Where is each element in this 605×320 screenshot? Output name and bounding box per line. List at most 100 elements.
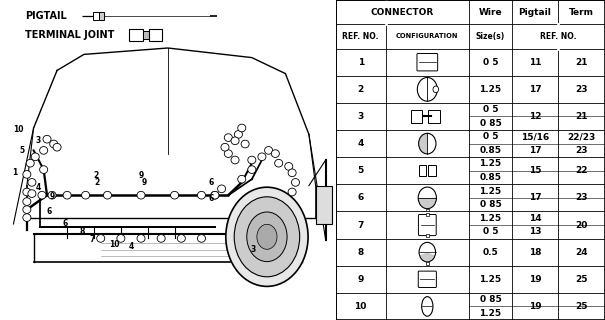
Circle shape (238, 175, 246, 183)
Text: 14: 14 (529, 214, 541, 223)
Circle shape (231, 156, 239, 164)
Circle shape (53, 143, 61, 151)
Bar (426, 262, 428, 265)
Text: 24: 24 (575, 248, 587, 257)
Text: 0 85: 0 85 (480, 119, 502, 128)
Circle shape (197, 191, 206, 199)
Circle shape (238, 124, 246, 132)
Text: 1.25: 1.25 (480, 214, 502, 223)
Bar (426, 209, 428, 211)
FancyBboxPatch shape (417, 53, 437, 71)
Circle shape (97, 235, 105, 242)
Circle shape (23, 198, 31, 205)
Circle shape (117, 235, 125, 242)
Text: 1.25: 1.25 (480, 85, 502, 94)
Text: 10: 10 (355, 302, 367, 311)
Circle shape (103, 191, 111, 199)
Text: 10: 10 (13, 125, 24, 134)
Text: 6: 6 (209, 178, 214, 187)
Text: 6: 6 (63, 220, 68, 228)
Bar (425, 213, 429, 216)
Text: 17: 17 (529, 85, 541, 94)
Ellipse shape (247, 212, 287, 262)
Ellipse shape (422, 297, 433, 316)
Text: 21: 21 (575, 58, 587, 67)
Circle shape (48, 191, 56, 199)
Text: 2: 2 (95, 178, 100, 187)
Text: 6: 6 (209, 194, 214, 203)
Ellipse shape (226, 187, 308, 286)
Bar (149, 29, 162, 41)
Text: 5: 5 (19, 146, 24, 155)
Text: 1.25: 1.25 (480, 159, 502, 168)
Circle shape (23, 171, 31, 178)
Text: 9: 9 (50, 192, 54, 201)
Text: 17: 17 (529, 193, 541, 202)
Circle shape (197, 235, 206, 242)
Text: CONNECTOR: CONNECTOR (371, 8, 434, 17)
Circle shape (292, 179, 299, 186)
Text: 0 5: 0 5 (483, 58, 499, 67)
Text: 23: 23 (575, 85, 587, 94)
Text: 1.25: 1.25 (480, 309, 502, 318)
Circle shape (43, 135, 51, 143)
Text: 4: 4 (36, 183, 41, 192)
Text: 15/16: 15/16 (521, 132, 549, 141)
Text: 4: 4 (128, 242, 134, 251)
Text: 1.25: 1.25 (480, 275, 502, 284)
Wedge shape (418, 198, 436, 209)
Circle shape (31, 153, 39, 161)
Text: 0 5: 0 5 (483, 132, 499, 141)
Circle shape (28, 190, 36, 197)
Text: 0.5: 0.5 (483, 248, 499, 257)
Text: Size(s): Size(s) (476, 32, 505, 41)
Text: 25: 25 (575, 275, 587, 284)
Text: 0.85: 0.85 (480, 146, 502, 155)
Text: 0 5: 0 5 (483, 105, 499, 114)
Circle shape (23, 188, 31, 196)
Text: 3: 3 (358, 112, 364, 121)
Circle shape (63, 191, 71, 199)
Circle shape (38, 191, 46, 199)
Circle shape (264, 147, 273, 154)
Bar (425, 234, 429, 237)
Circle shape (271, 150, 280, 157)
Circle shape (433, 86, 439, 93)
Text: 9: 9 (358, 275, 364, 284)
Circle shape (177, 235, 185, 242)
Circle shape (82, 191, 90, 199)
Text: 7: 7 (358, 220, 364, 229)
Text: 23: 23 (575, 146, 587, 155)
Bar (411, 110, 422, 123)
Text: REF. NO.: REF. NO. (540, 32, 577, 41)
Circle shape (28, 179, 36, 186)
Circle shape (171, 191, 178, 199)
Circle shape (258, 153, 266, 161)
Text: 25: 25 (575, 302, 587, 311)
Text: 1: 1 (358, 58, 364, 67)
Text: TERMINAL JOINT: TERMINAL JOINT (25, 30, 114, 40)
Circle shape (221, 143, 229, 151)
Circle shape (39, 166, 48, 173)
Text: 15: 15 (529, 166, 541, 175)
Circle shape (288, 188, 296, 196)
Text: Wire: Wire (479, 8, 502, 17)
Text: 21: 21 (575, 112, 587, 121)
Bar (129, 29, 143, 41)
Bar (428, 165, 436, 176)
Wedge shape (419, 252, 435, 262)
Circle shape (241, 140, 249, 148)
Text: CONFIGURATION: CONFIGURATION (396, 34, 459, 39)
Text: 7: 7 (90, 236, 95, 244)
Text: 6: 6 (46, 207, 51, 216)
Circle shape (224, 134, 232, 141)
Text: 8: 8 (358, 248, 364, 257)
Text: 0 85: 0 85 (480, 295, 502, 304)
Text: 22/23: 22/23 (567, 132, 595, 141)
Text: 5: 5 (358, 166, 364, 175)
Text: 9: 9 (142, 178, 147, 187)
Text: REF. NO.: REF. NO. (342, 32, 379, 41)
Circle shape (137, 235, 145, 242)
Circle shape (231, 137, 239, 145)
Circle shape (157, 235, 165, 242)
